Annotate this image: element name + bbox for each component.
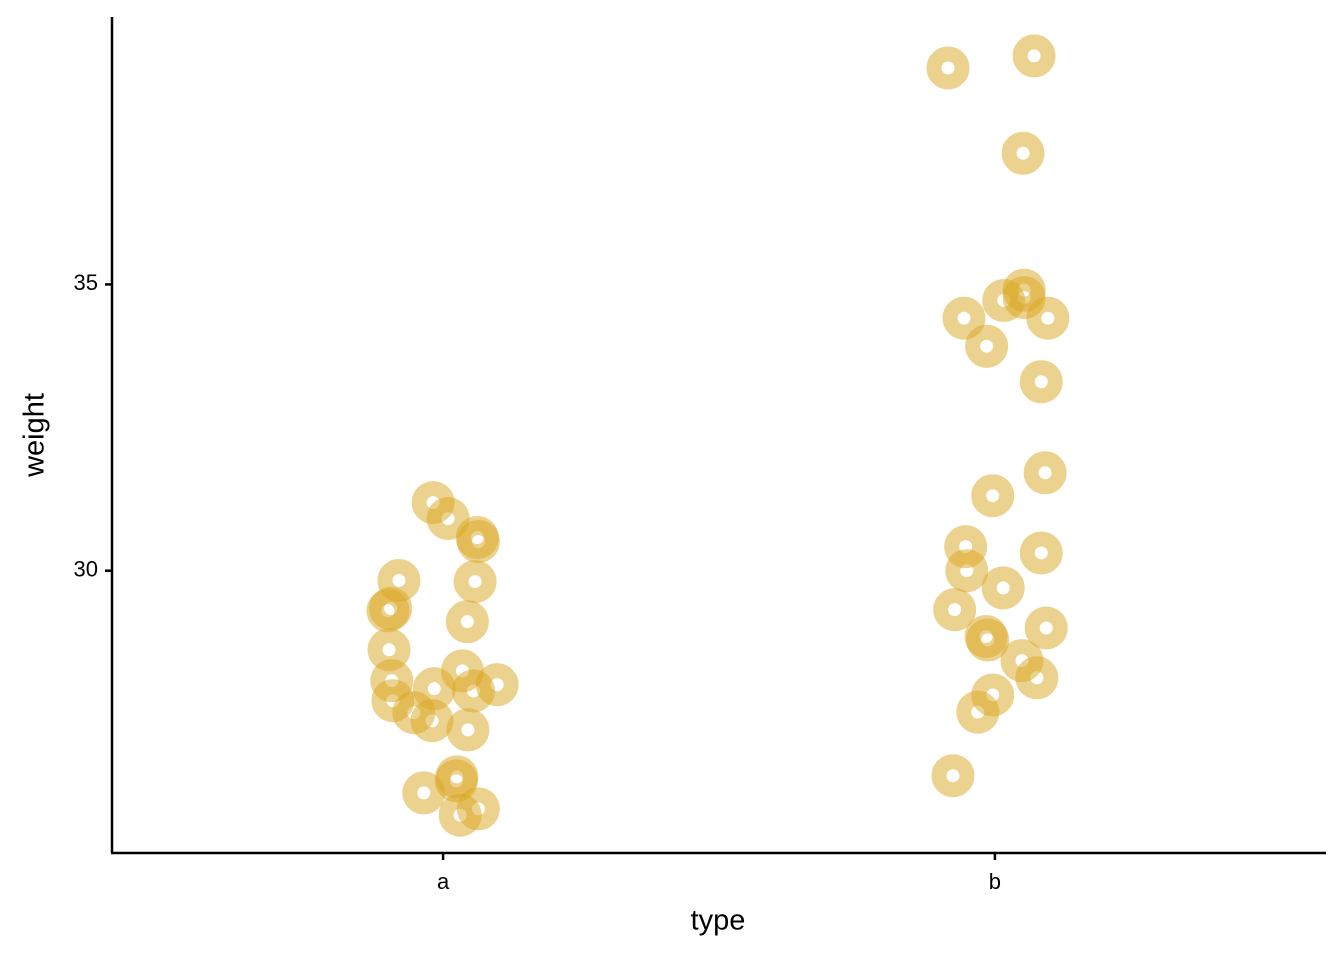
- y-tick-label: 35: [74, 270, 98, 295]
- point: [933, 588, 977, 632]
- point: [402, 771, 446, 815]
- point: [942, 296, 986, 340]
- x-axis-title: type: [691, 905, 746, 937]
- point: [410, 699, 454, 743]
- point: [1012, 34, 1056, 78]
- y-tick-label: 30: [74, 557, 98, 582]
- point: [370, 659, 414, 703]
- point: [445, 600, 489, 644]
- point: [1015, 656, 1059, 700]
- point: [1019, 531, 1063, 575]
- point: [926, 46, 970, 90]
- point: [931, 754, 975, 798]
- point: [426, 497, 470, 541]
- point: [1026, 296, 1070, 340]
- point: [1001, 131, 1045, 175]
- point: [456, 520, 500, 564]
- y-axis-title: weight: [19, 393, 51, 478]
- point: [1023, 451, 1067, 495]
- x-tick-label: b: [989, 869, 1001, 894]
- point: [971, 474, 1015, 518]
- point: [446, 708, 490, 752]
- x-tick-label: a: [437, 869, 450, 894]
- point: [453, 560, 497, 604]
- point: [981, 566, 1025, 610]
- point: [434, 759, 478, 803]
- point: [966, 618, 1010, 662]
- point: [956, 690, 1000, 734]
- point: [1024, 606, 1068, 650]
- point: [475, 663, 519, 707]
- point: [366, 589, 410, 633]
- point: [965, 324, 1009, 368]
- point: [945, 549, 989, 593]
- point: [1002, 276, 1046, 320]
- point: [1019, 360, 1063, 404]
- point: [456, 787, 500, 831]
